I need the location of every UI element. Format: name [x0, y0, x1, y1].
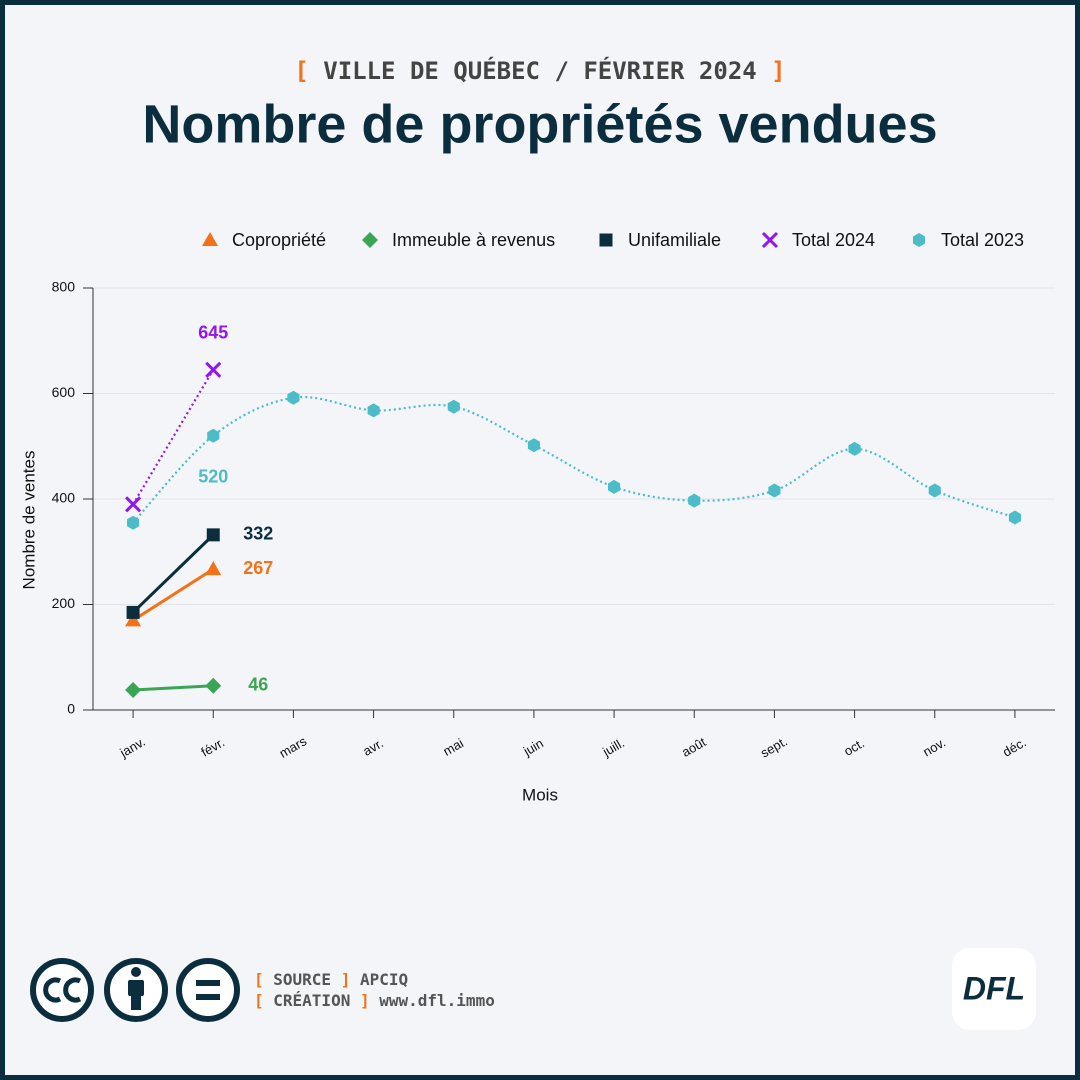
background: [5, 5, 1075, 1075]
marker: [205, 561, 222, 576]
logo-box: [952, 948, 1036, 1030]
y-tick-label: 600: [52, 384, 76, 400]
marker: [768, 483, 781, 498]
legend-item: Immeuble à revenus: [362, 230, 555, 250]
data-label: 520: [198, 466, 228, 486]
y-tick-label: 400: [52, 490, 76, 506]
x-axis-label: Mois: [522, 785, 558, 804]
source-line: [ SOURCE ] APCIQ: [254, 970, 408, 989]
cc-icons: [30, 958, 240, 1022]
marker: [206, 528, 220, 542]
marker: [127, 515, 140, 530]
series-line: [132, 567, 215, 622]
marker: [205, 677, 222, 694]
series-line: [132, 533, 215, 614]
marker: [202, 232, 218, 246]
marker: [608, 479, 621, 494]
marker: [761, 231, 779, 249]
legend-item: Unifamiliale: [599, 230, 721, 250]
kicker-text: VILLE DE QUÉBEC / FÉVRIER 2024: [323, 56, 756, 85]
marker: [527, 438, 540, 453]
marker: [126, 605, 140, 619]
marker: [125, 681, 142, 698]
data-label: 645: [198, 323, 228, 343]
legend-label: Copropriété: [232, 230, 326, 250]
y-axis-label: Nombre de ventes: [19, 451, 38, 590]
legend-label: Immeuble à revenus: [392, 230, 555, 250]
marker: [848, 441, 861, 456]
title: Nombre de propriétés vendues: [142, 94, 937, 154]
marker: [912, 233, 926, 247]
legend-item: Copropriété: [202, 230, 326, 250]
legend-label: Total 2024: [792, 230, 875, 250]
legend-item: Total 2024: [761, 230, 875, 250]
series-line: [132, 369, 215, 505]
marker: [928, 483, 941, 498]
marker: [125, 496, 142, 513]
y-tick-label: 800: [52, 279, 76, 295]
kicker: [ VILLE DE QUÉBEC / FÉVRIER 2024 ]: [294, 56, 785, 85]
data-label: 267: [243, 558, 273, 578]
y-tick-label: 0: [67, 701, 75, 717]
y-tick-label: 200: [52, 595, 76, 611]
source-label: SOURCE: [273, 970, 331, 989]
marker: [362, 232, 378, 248]
marker: [688, 493, 701, 508]
marker: [287, 390, 300, 405]
marker: [367, 403, 380, 418]
creation-line: [ CRÉATION ] www.dfl.immo: [254, 991, 495, 1010]
marker: [125, 612, 142, 627]
marker: [207, 428, 220, 443]
marker: [1008, 510, 1021, 525]
creation: www.dfl.immo: [379, 991, 495, 1010]
legend-item: Total 2023: [912, 230, 1024, 250]
data-label: 46: [248, 674, 268, 694]
source: APCIQ: [360, 970, 408, 989]
creation-label: CRÉATION: [273, 991, 350, 1010]
marker: [599, 233, 613, 247]
series-line: [133, 684, 214, 692]
marker: [205, 361, 222, 378]
legend-label: Total 2023: [941, 230, 1024, 250]
logo: DFL: [963, 970, 1025, 1006]
marker: [447, 399, 460, 414]
series-line: [132, 395, 1016, 524]
legend-label: Unifamiliale: [628, 230, 721, 250]
data-label: 332: [243, 524, 273, 544]
